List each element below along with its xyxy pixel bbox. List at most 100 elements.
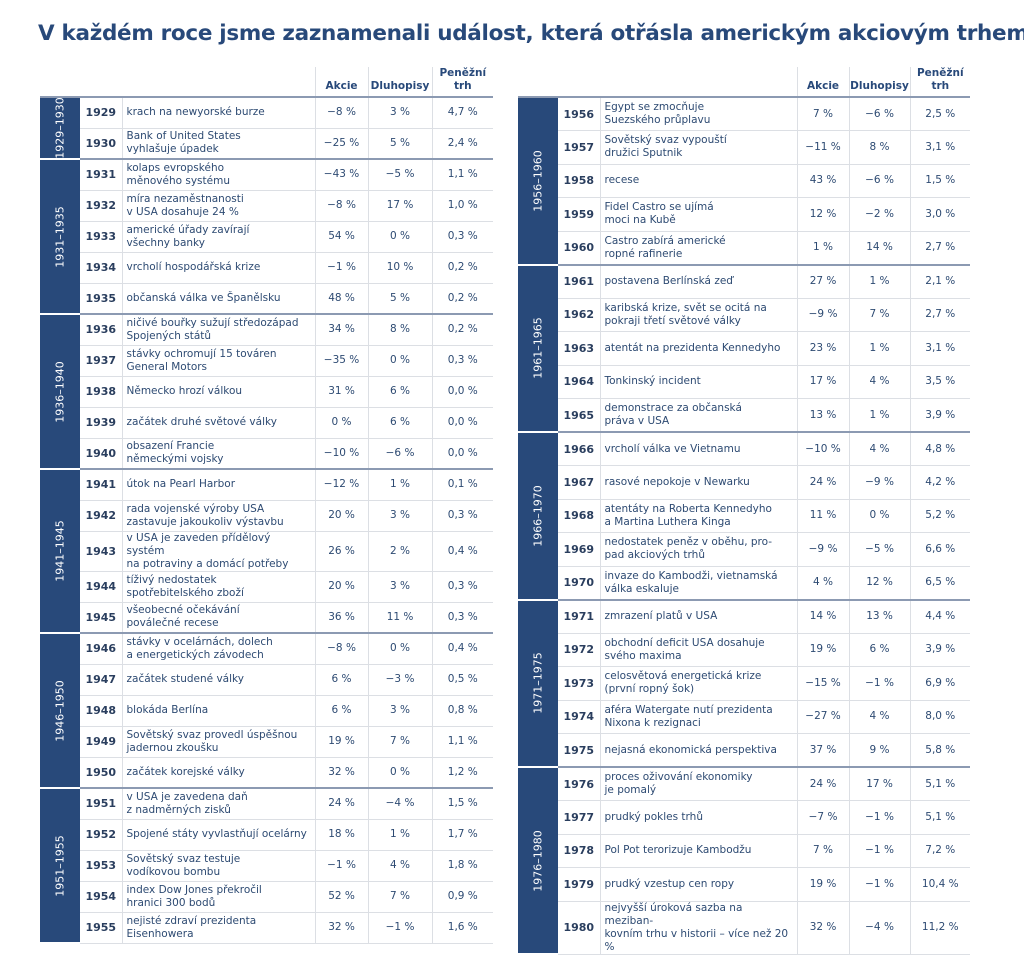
table-row: 1963 atentát na prezidenta Kennedyho 23 % 1…	[518, 331, 971, 366]
year-cell: 1942	[80, 500, 122, 532]
year-cell: 1974	[558, 700, 600, 734]
event-cell: rada vojenské výroby USA zastavuje jakou…	[121, 500, 316, 532]
money-market-cell: 1,1 %	[431, 726, 494, 758]
stocks-cell: −12 %	[314, 468, 369, 501]
year-cell: 1938	[80, 376, 122, 408]
events-table-right: Akcie Dluhopisy Peněžní trh 1956–1960 195…	[518, 67, 971, 955]
period-band: 1941–1945	[40, 468, 80, 634]
stocks-cell: 4 %	[796, 566, 850, 600]
money-market-cell: 0,4 %	[431, 632, 494, 665]
year-cell: 1950	[80, 757, 122, 789]
stocks-cell: −35 %	[314, 345, 369, 377]
period-label: 1956–1960	[531, 150, 545, 212]
header-blank	[518, 67, 798, 98]
table-row: 1936–1940 1936 ničivé bouřky sužují středo…	[40, 313, 494, 470]
bonds-cell: 9 %	[848, 733, 911, 768]
header-stocks: Akcie	[314, 67, 369, 98]
event-cell: rasové nepokoje v Newarku	[599, 465, 798, 500]
year-cell: 1937	[80, 345, 122, 377]
header-blank	[40, 67, 316, 98]
table-row: 1980 nejvyšší úroková sazba na meziban- k…	[518, 901, 971, 955]
bonds-cell: 4 %	[848, 365, 911, 399]
event-cell: atentát na prezidenta Kennedyho	[599, 331, 798, 366]
table-row: 1951–1955 1951 v USA je zavedena daň z nad…	[40, 787, 494, 944]
stocks-cell: 52 %	[314, 881, 369, 913]
table-row: 1930 Bank of United States vyhlašuje úpad…	[40, 128, 494, 160]
bonds-cell: 6 %	[367, 376, 433, 408]
table-row: 1958 recese 43 % −6 % 1,5 %	[518, 164, 971, 198]
table-row: 1964 Tonkinský incident 17 % 4 % 3,5 %	[518, 365, 971, 399]
table-row: 1970 invaze do Kambodži, vietnamská válka…	[518, 566, 971, 600]
period-label: 1951–1955	[53, 834, 67, 897]
table-row: 1939 začátek druhé světové války 0 % 6 % 0,0…	[40, 407, 494, 439]
table-row: 1944 tíživý nedostatek spotřebitelského z…	[40, 571, 494, 603]
table-row: 1974 aféra Watergate nutí prezidenta Nixo…	[518, 700, 971, 734]
bonds-cell: −1 %	[848, 666, 911, 701]
bonds-cell: 1 %	[367, 468, 433, 501]
event-cell: ničivé bouřky sužují středozápad Spojený…	[121, 313, 316, 346]
period-label: 1976–1980	[531, 829, 545, 892]
stocks-cell: −10 %	[796, 431, 850, 466]
money-market-cell: 0,2 %	[431, 283, 494, 315]
money-market-cell: 11,2 %	[909, 901, 971, 955]
header-stocks: Akcie	[796, 67, 850, 98]
year-cell: 1933	[80, 221, 122, 253]
bonds-cell: −4 %	[367, 787, 433, 820]
stocks-cell: −8 %	[314, 190, 369, 222]
money-market-cell: 6,5 %	[909, 566, 971, 600]
table-row: 1976–1980 1976 proces oživování ekonomiky …	[518, 766, 971, 955]
year-cell: 1931	[80, 158, 122, 191]
year-cell: 1966	[558, 431, 600, 466]
bonds-cell: 8 %	[848, 130, 911, 165]
bonds-cell: 0 %	[367, 632, 433, 665]
money-market-cell: 1,7 %	[431, 819, 494, 851]
year-cell: 1977	[558, 800, 600, 835]
event-cell: atentáty na Roberta Kennedyho a Martina …	[599, 499, 798, 533]
table-row: 1952 Spojené státy vyvlastňují ocelárny 18…	[40, 819, 494, 851]
money-market-cell: 3,9 %	[909, 633, 971, 667]
period-label: 1966–1970	[531, 485, 545, 547]
table-row: 1955 nejisté zdraví prezidenta Eisenhower…	[40, 912, 494, 944]
stocks-cell: 6 %	[314, 695, 369, 727]
event-cell: vrcholí válka ve Vietnamu	[599, 431, 798, 466]
bonds-cell: −3 %	[367, 664, 433, 696]
bonds-cell: 2 %	[367, 531, 433, 572]
year-cell: 1961	[558, 263, 600, 299]
year-cell: 1978	[558, 834, 600, 868]
table-row: 1933 americké úřady zavírají všechny bank…	[40, 221, 494, 253]
period-band: 1951–1955	[40, 787, 80, 944]
event-cell: stávky ochromují 15 továren General Moto…	[121, 345, 316, 377]
event-cell: nejvyšší úroková sazba na meziban- kovní…	[599, 901, 798, 955]
money-market-cell: 2,1 %	[909, 263, 971, 299]
year-cell: 1953	[80, 850, 122, 882]
event-cell: občanská válka ve Španělsku	[121, 283, 316, 315]
events-table-left: Akcie Dluhopisy Peněžní trh 1929–1930 192…	[40, 67, 494, 944]
stocks-cell: 34 %	[314, 313, 369, 346]
event-cell: Spojené státy vyvlastňují ocelárny	[121, 819, 316, 851]
bonds-cell: 14 %	[848, 231, 911, 265]
event-cell: Egypt se zmocňuje Suezského průplavu	[599, 96, 798, 131]
event-cell: zmrazení platů v USA	[599, 598, 798, 634]
event-cell: karibská krize, svět se ocitá na pokraji…	[599, 298, 798, 332]
money-market-cell: 1,2 %	[431, 757, 494, 789]
table-row: 1949 Sovětský svaz provedl úspěšnou jader…	[40, 726, 494, 758]
bonds-cell: −9 %	[848, 465, 911, 500]
event-cell: americké úřady zavírají všechny banky	[121, 221, 316, 253]
money-market-cell: 0,2 %	[431, 313, 494, 346]
bonds-cell: 6 %	[367, 407, 433, 439]
stocks-cell: 31 %	[314, 376, 369, 408]
money-market-cell: 5,1 %	[909, 766, 971, 801]
bonds-cell: 0 %	[848, 499, 911, 533]
year-cell: 1954	[80, 881, 122, 913]
event-cell: proces oživování ekonomiky je pomalý	[599, 766, 798, 801]
bonds-cell: 1 %	[848, 331, 911, 366]
table-row: 1948 blokáda Berlína 6 % 3 % 0,8 %	[40, 695, 494, 727]
year-cell: 1958	[558, 164, 600, 198]
stocks-cell: 19 %	[314, 726, 369, 758]
stocks-cell: −43 %	[314, 158, 369, 191]
year-cell: 1946	[80, 632, 122, 665]
money-market-cell: 6,6 %	[909, 532, 971, 567]
event-cell: celosvětová energetická krize (první rop…	[599, 666, 798, 701]
event-cell: aféra Watergate nutí prezidenta Nixona k…	[599, 700, 798, 734]
bonds-cell: −5 %	[848, 532, 911, 567]
